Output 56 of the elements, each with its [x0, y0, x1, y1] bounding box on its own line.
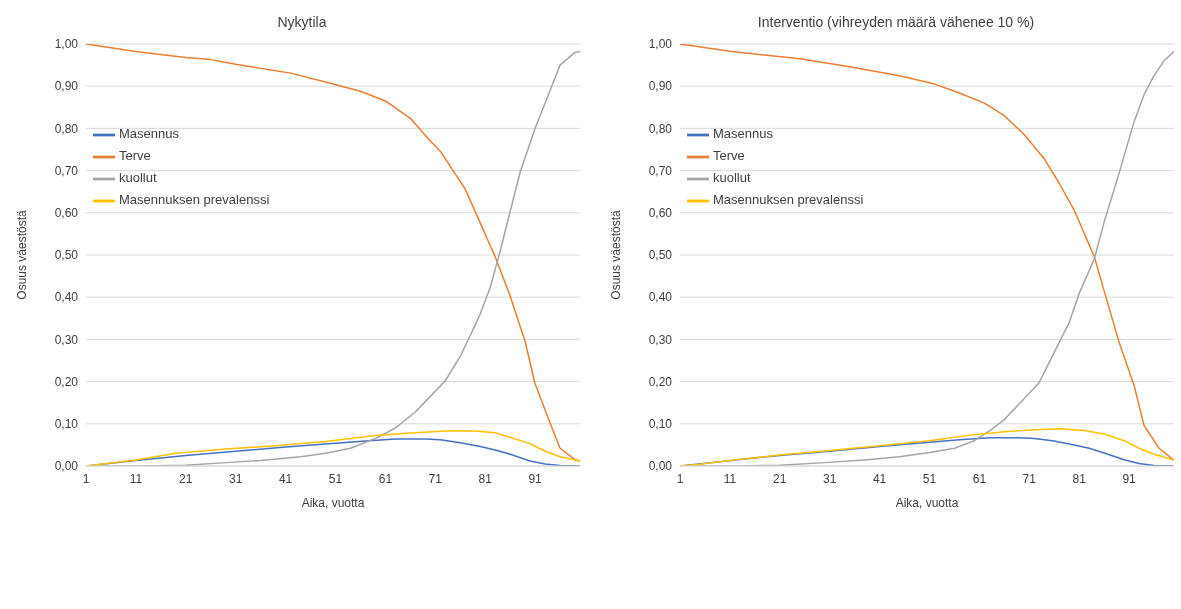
- x-tick-label: 91: [528, 471, 543, 486]
- legend-label: Terve: [713, 148, 745, 164]
- x-tick-label: 21: [773, 471, 787, 486]
- y-tick-label: 0,10: [54, 417, 79, 432]
- legend-label: Masennus: [119, 126, 179, 142]
- y-tick-label: 0,60: [54, 206, 79, 221]
- legend-label: Masennuksen prevalenssi: [713, 192, 864, 208]
- y-axis-title: Osuus väestöstä: [609, 209, 624, 300]
- y-tick-label: 0,40: [648, 290, 673, 305]
- x-tick-label: 1: [82, 471, 90, 486]
- y-tick-label: 1,00: [648, 37, 673, 52]
- x-tick-label: 11: [129, 471, 143, 486]
- x-tick-label: 81: [1072, 471, 1087, 486]
- x-tick-label: 31: [823, 471, 837, 486]
- legend-label: Masennuksen prevalenssi: [119, 192, 270, 208]
- y-tick-label: 0,70: [54, 163, 79, 178]
- y-tick-label: 0,20: [648, 374, 673, 389]
- y-tick-label: 0,10: [648, 417, 673, 432]
- chart-title: Nykytila: [276, 13, 328, 32]
- x-tick-label: 31: [229, 471, 243, 486]
- y-tick-label: 0,00: [54, 459, 79, 474]
- x-tick-label: 41: [872, 471, 887, 486]
- y-tick-label: 0,80: [648, 121, 673, 136]
- x-tick-label: 71: [1022, 471, 1037, 486]
- legend-label: kuollut: [713, 170, 751, 186]
- x-tick-label: 41: [278, 471, 293, 486]
- y-tick-label: 0,50: [648, 248, 673, 263]
- y-tick-label: 0,20: [54, 374, 79, 389]
- y-tick-label: 0,00: [648, 459, 673, 474]
- y-tick-label: 0,90: [648, 79, 673, 94]
- x-tick-label: 91: [1122, 471, 1137, 486]
- x-axis-title: Aika, vuotta: [895, 496, 959, 510]
- x-tick-label: 11: [723, 471, 737, 486]
- y-tick-label: 0,80: [54, 121, 79, 136]
- y-tick-label: 0,40: [54, 290, 79, 305]
- y-tick-label: 1,00: [54, 37, 79, 52]
- y-tick-label: 0,60: [648, 206, 673, 221]
- x-tick-label: 21: [179, 471, 193, 486]
- x-tick-label: 61: [378, 471, 393, 486]
- y-tick-label: 0,30: [648, 332, 673, 347]
- chart-title: Interventio (vihreyden määrä vähenee 10 %): [756, 13, 1036, 32]
- legend-label: Masennus: [713, 126, 773, 142]
- y-tick-label: 0,90: [54, 79, 79, 94]
- legend-label: kuollut: [119, 170, 157, 186]
- y-tick-label: 0,30: [54, 332, 79, 347]
- y-axis-title: Osuus väestöstä: [15, 209, 30, 300]
- x-tick-label: 51: [922, 471, 937, 486]
- x-tick-label: 51: [328, 471, 343, 486]
- y-tick-label: 0,50: [54, 248, 79, 263]
- y-tick-label: 0,70: [648, 163, 673, 178]
- x-tick-label: 81: [478, 471, 493, 486]
- x-tick-label: 1: [676, 471, 684, 486]
- x-tick-label: 71: [428, 471, 443, 486]
- x-axis-title: Aika, vuotta: [301, 496, 365, 510]
- legend-label: Terve: [119, 148, 151, 164]
- x-tick-label: 61: [972, 471, 987, 486]
